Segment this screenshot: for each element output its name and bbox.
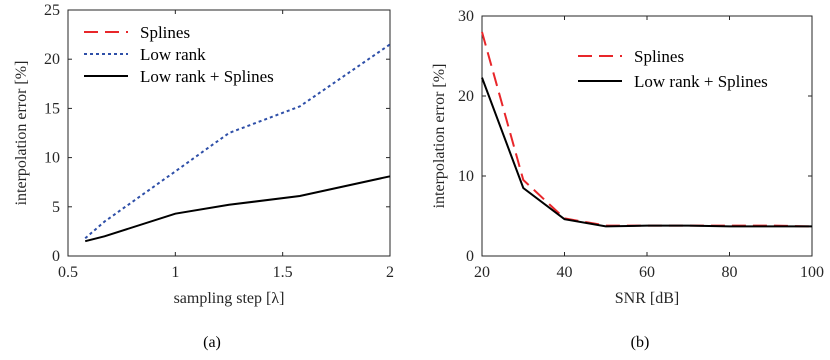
x-tick-label: 40: [557, 264, 573, 281]
panel-b: 20 40 60 80 100 0 10 20 30 SNR [dB] interpolation …: [431, 8, 824, 351]
legend-label: Low rank: [140, 45, 206, 64]
y-tick-label: 30: [458, 8, 474, 25]
y-tick-label: 10: [44, 150, 60, 167]
y-tick-label: 0: [52, 248, 60, 265]
legend-label: Splines: [140, 23, 190, 42]
legend-label: Low rank + Splines: [634, 72, 768, 91]
x-tick-label: 0.5: [58, 264, 78, 281]
panel-caption: (a): [203, 334, 221, 351]
x-tick-label: 1.5: [273, 264, 293, 281]
y-tick-label: 10: [458, 168, 474, 185]
y-tick-label: 15: [44, 100, 60, 117]
x-tick-label: 20: [474, 264, 490, 281]
x-tick-label: 60: [639, 264, 655, 281]
x-tick-label: 100: [800, 264, 824, 281]
series-line-low-rank-splines: [481, 77, 812, 228]
x-axis-label: sampling step [λ]: [174, 290, 285, 307]
y-tick-label: 0: [466, 248, 474, 265]
x-tick-label: 80: [722, 264, 738, 281]
x-axis-label: SNR [dB]: [615, 290, 679, 307]
panel-caption: (b): [631, 334, 650, 351]
y-tick-label: 20: [44, 51, 60, 68]
axes-box: [67, 9, 391, 257]
y-axis-label: interpolation error [%]: [431, 64, 448, 209]
legend-label: Splines: [634, 47, 684, 66]
series-line-low-rank-splines: [84, 175, 391, 243]
legend-label: Low rank + Splines: [140, 67, 274, 86]
series-line-low-rank: [84, 43, 391, 240]
x-tick-label: 2: [386, 264, 394, 281]
y-axis-label: interpolation error [%]: [13, 61, 30, 206]
y-tick-label: 20: [458, 88, 474, 105]
y-tick-label: 5: [52, 199, 60, 216]
y-tick-label: 25: [44, 2, 60, 19]
x-tick-label: 1: [171, 264, 179, 281]
